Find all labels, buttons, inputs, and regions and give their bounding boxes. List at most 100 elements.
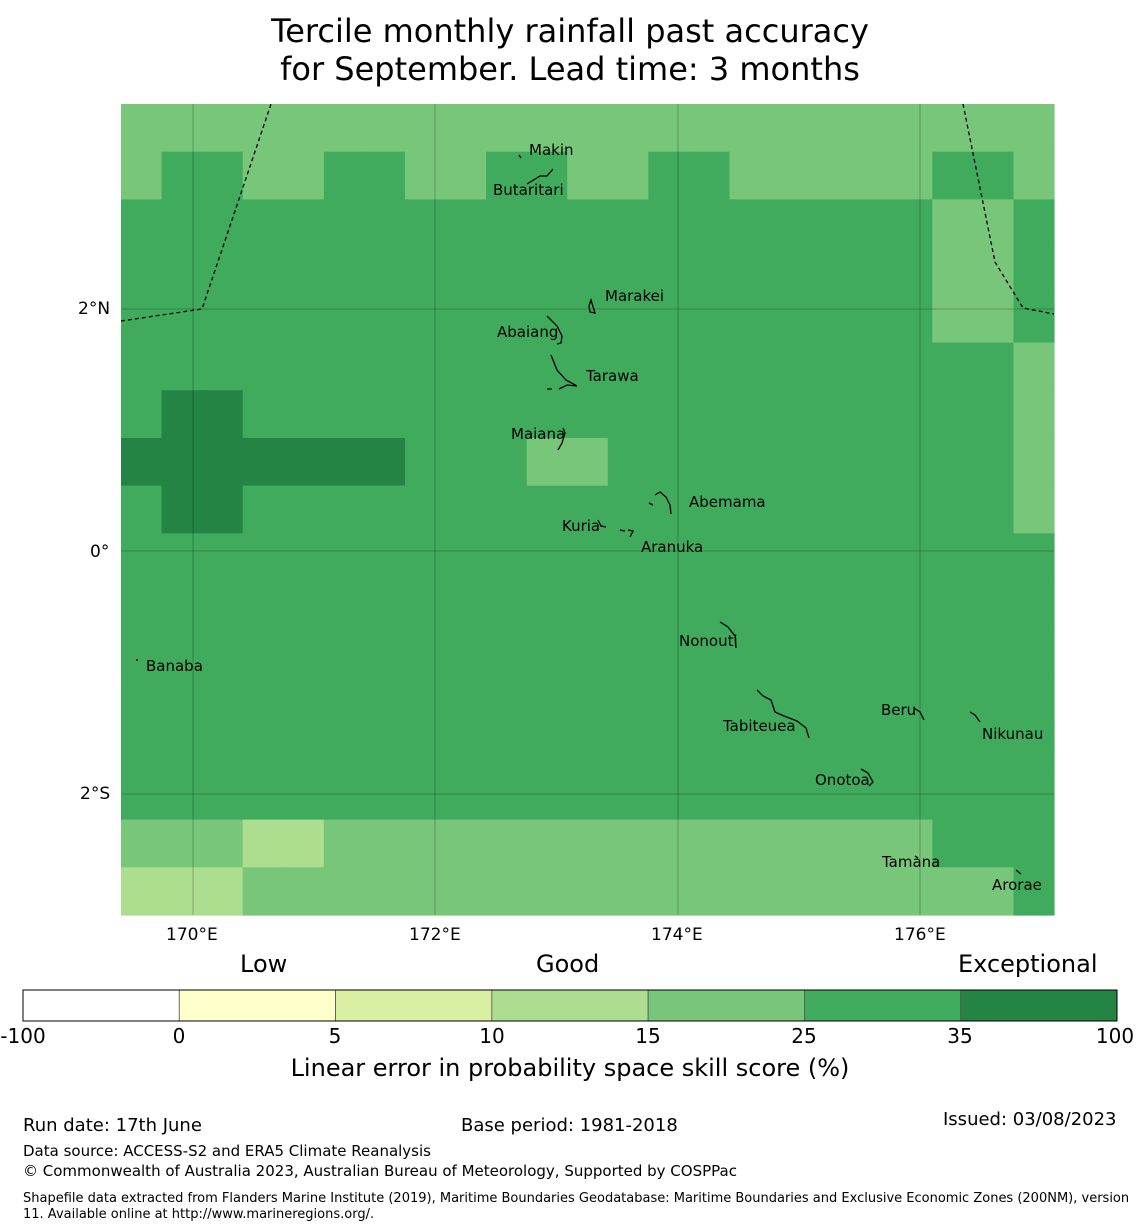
skill-cell <box>851 867 893 916</box>
skill-cell <box>364 581 406 630</box>
skill-cell <box>404 724 447 773</box>
island-label-nikunau: Nikunau <box>982 725 1044 743</box>
skill-cell <box>161 437 203 487</box>
skill-cell <box>607 437 649 487</box>
skill-cell <box>607 819 649 868</box>
island-outline-makin <box>518 154 522 159</box>
skill-cell <box>1013 628 1055 678</box>
island-outline-abaiang <box>546 315 563 345</box>
skill-cell <box>242 104 284 153</box>
skill-cell <box>364 533 406 582</box>
skill-cell <box>1013 247 1055 296</box>
skill-cell <box>486 533 528 582</box>
island-outline-tabiteuea <box>756 689 810 739</box>
island-outline-nikunau <box>969 711 981 723</box>
skill-cell <box>445 581 487 630</box>
colorbar <box>22 989 1118 1022</box>
skill-cell <box>810 867 852 916</box>
skill-cell <box>364 485 406 534</box>
skill-cell <box>526 628 568 678</box>
skill-cell <box>891 676 933 725</box>
skill-cell <box>242 724 284 773</box>
skill-cell <box>323 104 365 153</box>
island-label-maiana: Maiana <box>511 425 566 443</box>
skill-cell <box>607 628 649 678</box>
skill-cell <box>121 294 163 344</box>
skill-cell <box>161 724 203 773</box>
skill-cell <box>851 104 893 153</box>
skill-cell <box>364 342 406 391</box>
skill-cell <box>891 199 933 248</box>
skill-cell <box>567 247 609 296</box>
skill-cell <box>1013 867 1055 916</box>
skill-cell <box>851 390 893 439</box>
colorbar-title: Linear error in probability space skill … <box>290 1054 850 1082</box>
skill-cell <box>526 437 568 487</box>
skill-cell <box>567 342 609 391</box>
skill-cell <box>486 819 528 868</box>
lon-tick-label: 176°E <box>894 925 946 945</box>
skill-cell <box>283 867 325 916</box>
skill-cell <box>688 199 731 248</box>
skill-cell <box>891 771 933 821</box>
colorbar-segment <box>335 989 493 1022</box>
skill-cell <box>445 485 487 534</box>
skill-cell <box>121 581 163 630</box>
colorbar-category-low: Low <box>240 950 288 978</box>
skill-cell <box>567 581 609 630</box>
eez-boundary-east <box>962 103 1055 315</box>
skill-cell <box>972 390 1015 439</box>
skill-cell <box>648 437 690 487</box>
skill-cell <box>972 104 1015 153</box>
skill-cell <box>202 247 244 296</box>
lon-tick-label: 172°E <box>409 925 461 945</box>
title-line-2: for September. Lead time: 3 months <box>280 50 860 88</box>
title-line-1: Tercile monthly rainfall past accuracy <box>271 12 869 50</box>
skill-cell <box>688 437 731 487</box>
skill-cell <box>486 437 528 487</box>
skill-cell <box>567 771 609 821</box>
skill-cell <box>648 676 690 725</box>
skill-cell <box>161 771 203 821</box>
skill-cell <box>242 151 284 201</box>
skill-cell <box>932 151 974 201</box>
skill-cell <box>445 247 487 296</box>
lat-tick-label: 2°N <box>78 299 111 319</box>
skill-cell <box>648 199 690 248</box>
eez-boundary-west <box>120 103 272 322</box>
skill-cell <box>851 581 893 630</box>
skill-cell <box>323 581 365 630</box>
skill-cell <box>810 342 852 391</box>
skill-cell <box>161 676 203 725</box>
skill-cell <box>891 724 933 773</box>
skill-cell <box>404 771 447 821</box>
skill-cell <box>1013 771 1055 821</box>
skill-cell <box>445 151 487 201</box>
skill-cell <box>810 819 852 868</box>
issued-date: Issued: 03/08/2023 <box>943 1109 1117 1130</box>
skill-cell <box>688 294 731 344</box>
skill-cell <box>323 676 365 725</box>
skill-cell <box>607 151 649 201</box>
skill-cell <box>851 533 893 582</box>
skill-cell <box>770 676 812 725</box>
skill-cell <box>1013 724 1055 773</box>
lat-tick-label: 0° <box>90 542 110 562</box>
skill-cell <box>972 724 1015 773</box>
skill-cell <box>486 199 528 248</box>
skill-cell <box>283 628 325 678</box>
skill-cell <box>770 199 812 248</box>
skill-cell <box>607 104 649 153</box>
skill-cell <box>283 437 325 487</box>
colorbar-category-exceptional: Exceptional <box>958 950 1098 978</box>
skill-cell <box>283 390 325 439</box>
skill-cell <box>121 247 163 296</box>
island-label-kuria: Kuria <box>562 517 601 535</box>
island-label-aranuka: Aranuka <box>641 538 704 556</box>
skill-cell <box>932 247 974 296</box>
skill-cell <box>891 581 933 630</box>
skill-cell <box>567 628 609 678</box>
colorbar-tick-label: 5 <box>328 1024 342 1048</box>
skill-grid <box>121 104 1055 916</box>
skill-cell <box>851 628 893 678</box>
